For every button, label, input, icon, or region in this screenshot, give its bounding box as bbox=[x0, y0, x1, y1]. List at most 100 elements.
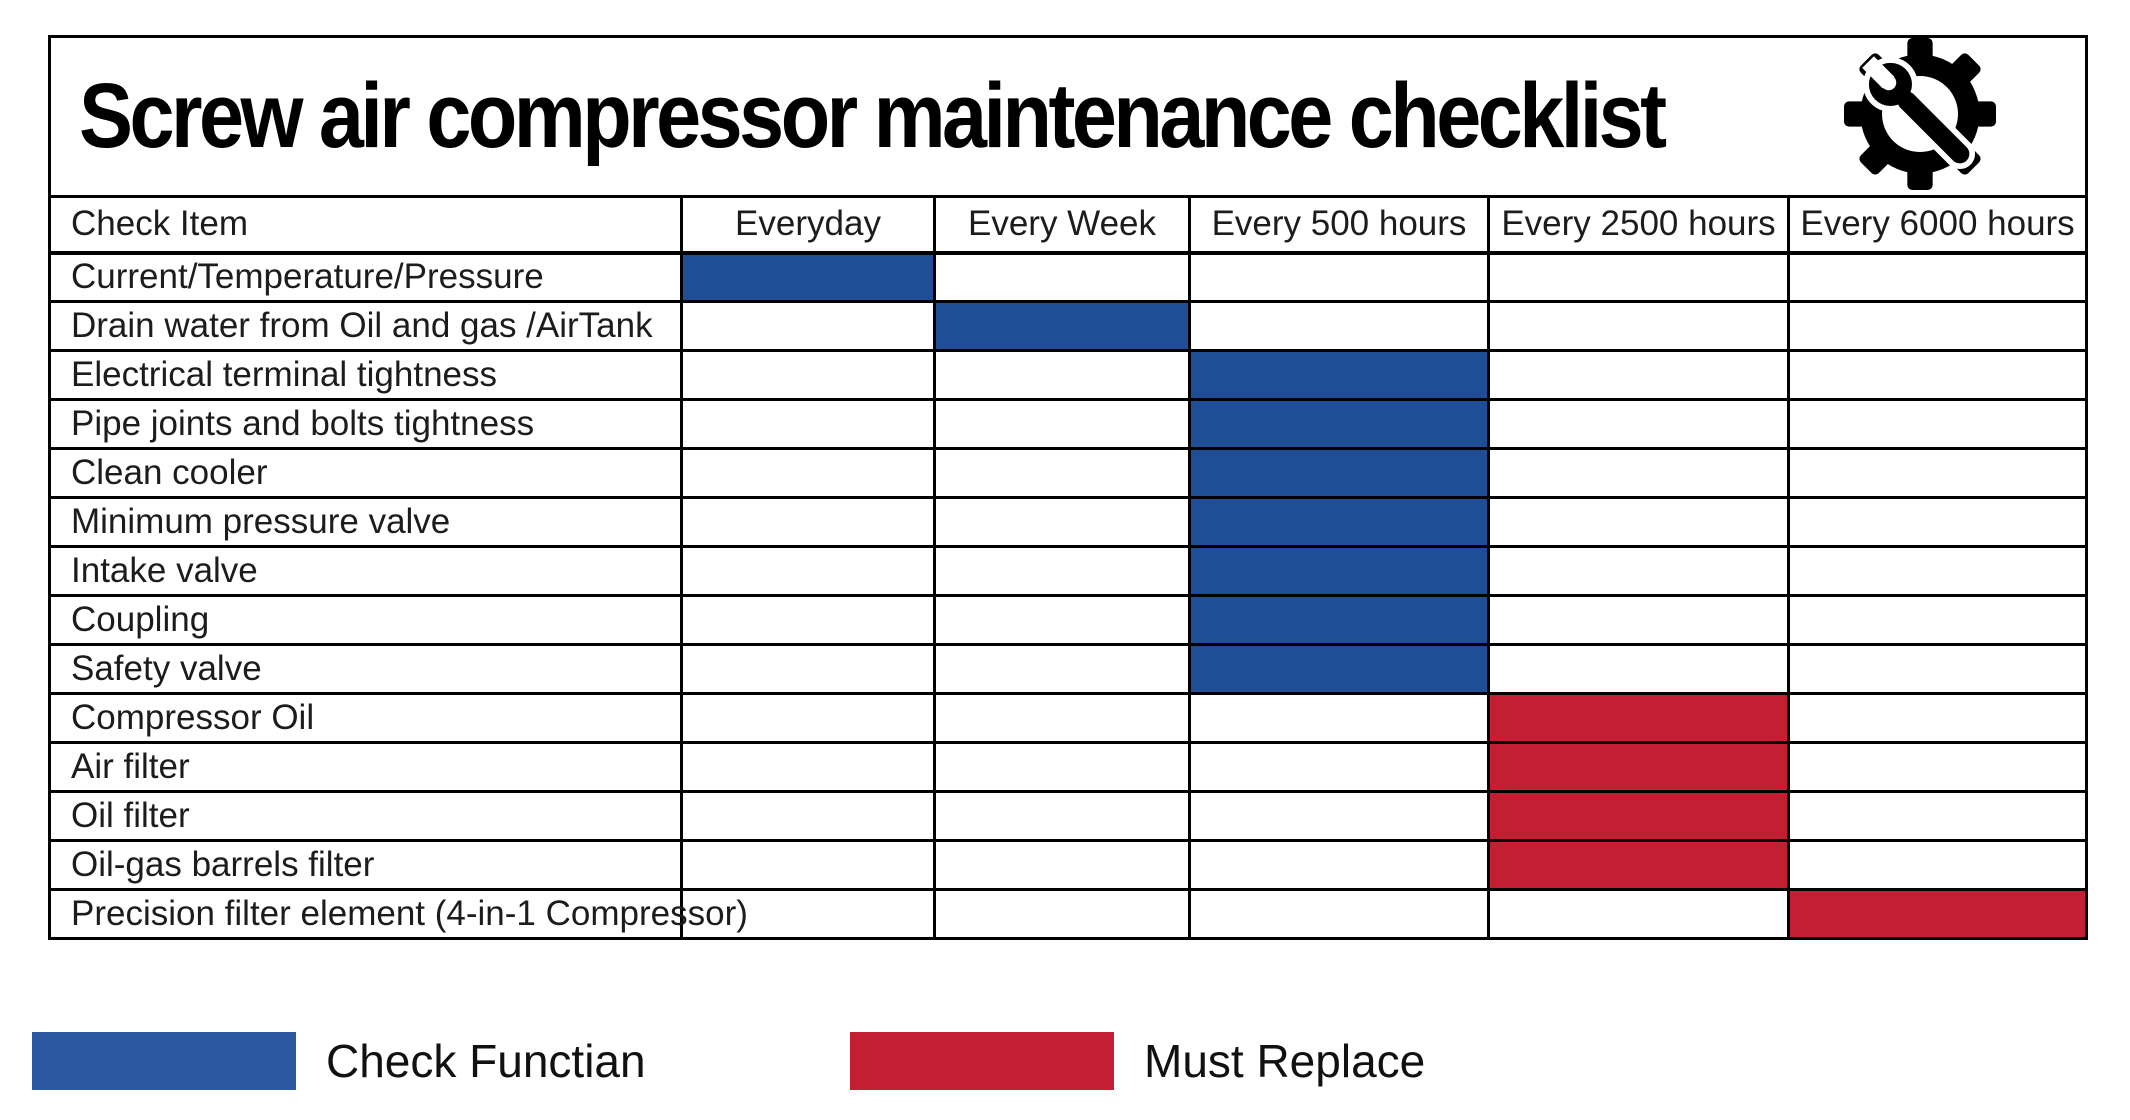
empty-schedule-cell bbox=[680, 349, 936, 401]
gear-wrench-icon bbox=[1844, 38, 1996, 195]
empty-schedule-cell bbox=[1487, 496, 1790, 548]
column-header: Every 6000 hours bbox=[1786, 195, 2089, 255]
empty-schedule-cell bbox=[1487, 398, 1790, 450]
empty-schedule-cell bbox=[1786, 839, 2089, 891]
check-item-label: Air filter bbox=[48, 741, 683, 793]
table-row: Current/Temperature/Pressure bbox=[48, 251, 2089, 303]
empty-schedule-cell bbox=[1188, 692, 1490, 744]
empty-schedule-cell bbox=[1786, 545, 2089, 597]
empty-schedule-cell bbox=[1786, 398, 2089, 450]
legend-must-replace: Must Replace bbox=[850, 1031, 1425, 1091]
must-replace-cell bbox=[1487, 839, 1790, 891]
empty-schedule-cell bbox=[1188, 888, 1490, 940]
check-function-cell bbox=[680, 251, 936, 303]
empty-schedule-cell bbox=[680, 545, 936, 597]
empty-schedule-cell bbox=[1487, 888, 1790, 940]
table-row: Drain water from Oil and gas /AirTank bbox=[48, 300, 2089, 352]
empty-schedule-cell bbox=[1487, 349, 1790, 401]
check-function-cell bbox=[1188, 447, 1490, 499]
empty-schedule-cell bbox=[680, 447, 936, 499]
empty-schedule-cell bbox=[1188, 741, 1490, 793]
check-item-label: Minimum pressure valve bbox=[48, 496, 683, 548]
legend-check-function: Check Functian bbox=[32, 1031, 646, 1091]
empty-schedule-cell bbox=[1188, 300, 1490, 352]
empty-schedule-cell bbox=[1786, 741, 2089, 793]
check-item-label: Drain water from Oil and gas /AirTank bbox=[48, 300, 683, 352]
column-header: Every 500 hours bbox=[1188, 195, 1490, 255]
must-replace-cell bbox=[1487, 790, 1790, 842]
empty-schedule-cell bbox=[1786, 251, 2089, 303]
check-function-cell bbox=[1188, 643, 1490, 695]
check-item-label: Precision filter element (4-in-1 Compres… bbox=[48, 888, 748, 940]
check-function-cell bbox=[1188, 496, 1490, 548]
table-row: Compressor Oil bbox=[48, 692, 2089, 744]
check-function-label: Check Functian bbox=[326, 1035, 646, 1087]
column-header: Every 2500 hours bbox=[1487, 195, 1790, 255]
empty-schedule-cell bbox=[680, 300, 936, 352]
empty-schedule-cell bbox=[1786, 447, 2089, 499]
check-item-label: Clean cooler bbox=[48, 447, 683, 499]
empty-schedule-cell bbox=[933, 692, 1191, 744]
column-header: Everyday bbox=[680, 195, 936, 255]
empty-schedule-cell bbox=[1786, 643, 2089, 695]
table-row: Electrical terminal tightness bbox=[48, 349, 2089, 401]
maintenance-checklist-sheet: Screw air compressor maintenance checkli… bbox=[47, 35, 2089, 940]
empty-schedule-cell bbox=[1786, 594, 2089, 646]
empty-schedule-cell bbox=[1786, 496, 2089, 548]
empty-schedule-cell bbox=[680, 692, 936, 744]
empty-schedule-cell bbox=[1188, 839, 1490, 891]
table-row: Precision filter element (4-in-1 Compres… bbox=[48, 888, 2089, 940]
table-header-row: Check Item Everyday Every Week Every 500 ho… bbox=[48, 195, 2089, 255]
empty-schedule-cell bbox=[1786, 300, 2089, 352]
empty-schedule-cell bbox=[1786, 692, 2089, 744]
table-row: Safety valve bbox=[48, 643, 2089, 695]
table-row: Air filter bbox=[48, 741, 2089, 793]
check-item-label: Pipe joints and bolts tightness bbox=[48, 398, 683, 450]
empty-schedule-cell bbox=[933, 594, 1191, 646]
empty-schedule-cell bbox=[680, 496, 936, 548]
check-item-label: Current/Temperature/Pressure bbox=[48, 251, 683, 303]
empty-schedule-cell bbox=[680, 594, 936, 646]
check-item-label: Coupling bbox=[48, 594, 683, 646]
empty-schedule-cell bbox=[680, 398, 936, 450]
empty-schedule-cell bbox=[680, 790, 936, 842]
empty-schedule-cell bbox=[1487, 251, 1790, 303]
title-band: Screw air compressor maintenance checkli… bbox=[47, 35, 2089, 198]
must-replace-cell bbox=[1487, 741, 1790, 793]
empty-schedule-cell bbox=[1188, 790, 1490, 842]
check-item-label: Safety valve bbox=[48, 643, 683, 695]
empty-schedule-cell bbox=[933, 447, 1191, 499]
empty-schedule-cell bbox=[1188, 251, 1490, 303]
check-function-cell bbox=[1188, 398, 1490, 450]
empty-schedule-cell bbox=[933, 839, 1191, 891]
check-function-cell bbox=[933, 300, 1191, 352]
check-function-cell bbox=[1188, 594, 1490, 646]
check-function-cell bbox=[1188, 545, 1490, 597]
check-item-label: Electrical terminal tightness bbox=[48, 349, 683, 401]
table-row: Coupling bbox=[48, 594, 2089, 646]
table-row: Minimum pressure valve bbox=[48, 496, 2089, 548]
empty-schedule-cell bbox=[933, 545, 1191, 597]
empty-schedule-cell bbox=[680, 888, 936, 940]
empty-schedule-cell bbox=[1487, 594, 1790, 646]
must-replace-label: Must Replace bbox=[1144, 1035, 1426, 1087]
page-title: Screw air compressor maintenance checkli… bbox=[79, 65, 1667, 167]
empty-schedule-cell bbox=[933, 741, 1191, 793]
check-function-cell bbox=[1188, 349, 1490, 401]
page-title-wrap: Screw air compressor maintenance checkli… bbox=[79, 64, 1824, 169]
check-item-label: Oil filter bbox=[48, 790, 683, 842]
empty-schedule-cell bbox=[933, 496, 1191, 548]
table-row: Oil filter bbox=[48, 790, 2089, 842]
empty-schedule-cell bbox=[680, 741, 936, 793]
table-row: Oil-gas barrels filter bbox=[48, 839, 2089, 891]
empty-schedule-cell bbox=[933, 790, 1191, 842]
empty-schedule-cell bbox=[933, 888, 1191, 940]
must-replace-cell bbox=[1487, 692, 1790, 744]
empty-schedule-cell bbox=[680, 839, 936, 891]
empty-schedule-cell bbox=[1786, 790, 2089, 842]
must-replace-swatch bbox=[850, 1032, 1114, 1090]
table-row: Clean cooler bbox=[48, 447, 2089, 499]
check-item-label: Intake valve bbox=[48, 545, 683, 597]
empty-schedule-cell bbox=[933, 251, 1191, 303]
must-replace-cell bbox=[1786, 888, 2089, 940]
